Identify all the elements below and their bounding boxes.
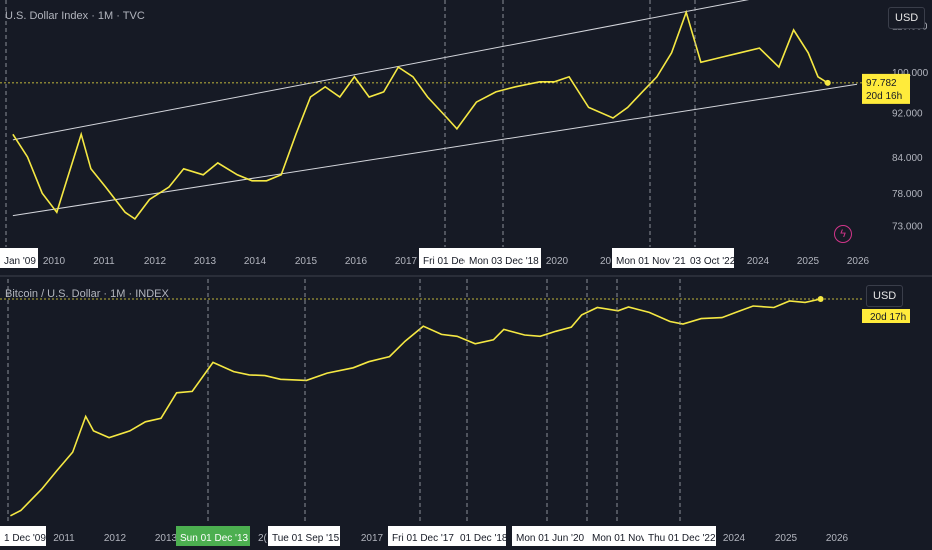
top-x-label: 2011 <box>93 256 115 267</box>
top-date-flag-label: Jan '09 <box>4 256 36 267</box>
dxy-countdown-label: 20d 16h <box>866 91 902 102</box>
btc-price-line <box>10 298 821 517</box>
dxy-price-tag <box>862 73 910 104</box>
top-date-flag <box>419 248 467 268</box>
top-date-flag-label: 03 Oct '22 <box>690 256 736 267</box>
bottom-date-flag-label: Sun 01 Dec '13 <box>180 533 249 544</box>
top-x-label: 2015 <box>295 256 318 267</box>
bottom-date-flag-label: Fri 01 Dec '17 <box>392 533 454 544</box>
y-tick-label: 100.000 <box>892 68 929 79</box>
top-x-label: 2013 <box>194 256 217 267</box>
bottom-x-label: 2013 <box>155 533 178 544</box>
bottom-date-flag <box>644 526 716 546</box>
dxy-price-label: 97.782 <box>866 78 897 89</box>
y-tick-label: 84.000 <box>892 153 923 164</box>
bottom-x-label-partial: 2( <box>258 533 268 544</box>
top-date-flag-label: Mon 03 Dec '18 <box>469 256 539 267</box>
bottom-chart-title: Bitcoin / U.S. Dollar · 1M · INDEX <box>5 288 169 300</box>
top-date-flag <box>612 248 686 268</box>
bottom-x-label: 2025 <box>775 533 798 544</box>
channel-lower-line <box>12 83 858 217</box>
dxy-last-point <box>824 79 831 86</box>
y-tick-label: 92.000 <box>892 109 923 120</box>
y-tick-label: 73.000 <box>892 222 923 233</box>
top-chart-title: U.S. Dollar Index · 1M · TVC <box>5 10 145 22</box>
y-tick-label: 78.000 <box>892 189 923 200</box>
bottom-date-flag-label: Mon 01 Nov <box>592 533 646 544</box>
bottom-currency-button[interactable]: USD <box>866 285 904 307</box>
top-x-label: 2025 <box>797 256 820 267</box>
trend-channel <box>12 0 858 217</box>
top-date-flag-label: Fri 01 Dec <box>423 256 469 267</box>
top-x-label: 2026 <box>847 256 870 267</box>
bottom-date-flag <box>512 526 588 546</box>
bottom-date-flag-label: Tue 01 Sep '15 <box>272 533 340 544</box>
top-x-label: 2024 <box>747 256 770 267</box>
top-date-flag <box>465 248 541 268</box>
top-x-label: 2020 <box>546 256 569 267</box>
bottom-x-label: 2011 <box>53 533 75 544</box>
top-x-label-partial: 20 <box>600 256 612 267</box>
bottom-date-flag-label: 1 Dec '09 <box>4 533 46 544</box>
top-x-label: 2017 <box>395 256 418 267</box>
top-x-label: 2014 <box>244 256 267 267</box>
top-x-label: 2016 <box>345 256 368 267</box>
bottom-x-label: 2017 <box>361 533 384 544</box>
bottom-date-flag <box>588 526 644 546</box>
bottom-date-flag <box>388 526 456 546</box>
top-date-flag <box>686 248 734 268</box>
bottom-x-label: 2024 <box>723 533 746 544</box>
bottom-date-flag <box>268 526 340 546</box>
top-date-flag-label: Mon 01 Nov '21 <box>616 256 686 267</box>
bottom-date-flag <box>456 526 506 546</box>
top-date-flag <box>0 248 38 268</box>
btc-countdown-label: 20d 17h <box>870 312 906 323</box>
top-x-label: 2012 <box>144 256 167 267</box>
dxy-price-line <box>12 9 829 220</box>
channel-upper-line <box>12 0 750 141</box>
bottom-x-label: 2012 <box>104 533 127 544</box>
btc-countdown-tag <box>862 309 910 323</box>
lightning-icon[interactable]: ϟ <box>834 225 852 243</box>
top-x-label: 2010 <box>43 256 66 267</box>
bottom-date-flag-label: Mon 01 Jun '20 <box>516 533 585 544</box>
bottom-x-label: 2026 <box>826 533 849 544</box>
bottom-date-flag-label: Thu 01 Dec '22 <box>648 533 716 544</box>
bottom-date-flag <box>0 526 46 546</box>
bottom-date-flag <box>176 526 250 546</box>
bottom-date-flag-label: 01 Dec '18 <box>460 533 508 544</box>
top-currency-button[interactable]: USD <box>888 7 926 29</box>
